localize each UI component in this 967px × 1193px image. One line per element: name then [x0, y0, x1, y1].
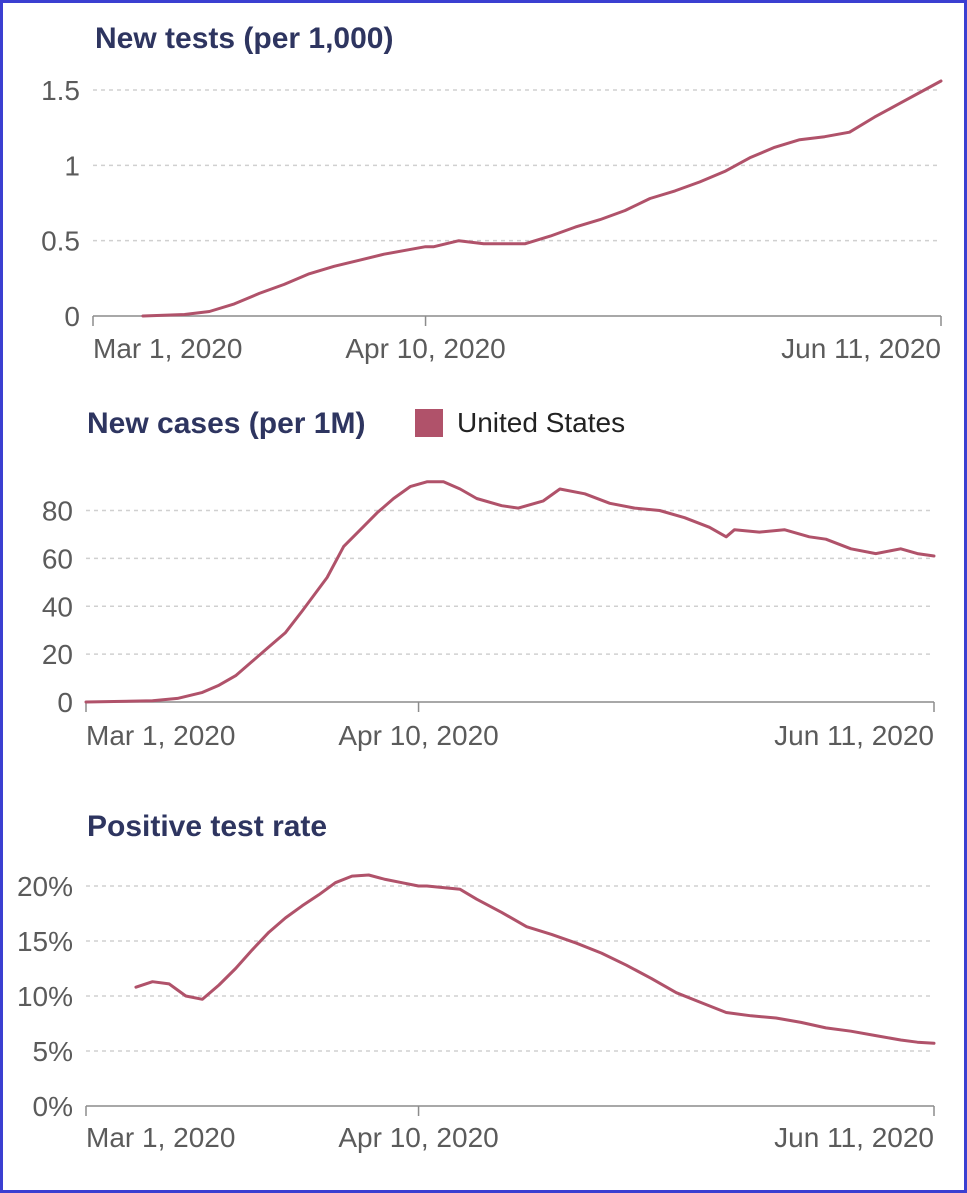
y-tick-label: 1.5 — [41, 75, 80, 106]
y-tick-label: 0 — [64, 301, 80, 332]
y-tick-label: 5% — [33, 1036, 73, 1067]
x-tick-label: Jun 11, 2020 — [781, 333, 941, 364]
new-cases-chart: New cases (per 1M) United States 0 20 40 60… — [42, 407, 936, 751]
y-tick-label: 80 — [42, 496, 73, 527]
x-tick-label: Mar 1, 2020 — [93, 333, 242, 364]
positive-test-rate-chart: Positive test rate 0% 5% 10% 15% 20% Mar 1, 2… — [17, 810, 936, 1153]
positive-test-rate-title: Positive test rate — [87, 810, 327, 843]
x-tick-label: Mar 1, 2020 — [86, 720, 235, 751]
y-tick-label: 15% — [17, 926, 73, 957]
y-tick-label: 20% — [17, 871, 73, 902]
y-tick-label: 0.5 — [41, 226, 80, 257]
legend-swatch-united-states — [415, 409, 443, 437]
x-tick-label: Apr 10, 2020 — [338, 1122, 498, 1153]
x-tick-label: Mar 1, 2020 — [86, 1122, 235, 1153]
series-line — [84, 480, 936, 704]
new-cases-title: New cases (per 1M) — [87, 407, 365, 440]
legend-label-united-states: United States — [457, 407, 625, 438]
y-tick-label: 0 — [57, 687, 73, 718]
x-tick-label: Jun 11, 2020 — [774, 720, 934, 751]
y-tick-label: 20 — [42, 639, 73, 670]
y-tick-label: 0% — [33, 1091, 73, 1122]
y-tick-label: 40 — [42, 591, 73, 622]
new-tests-chart: New tests (per 1,000) 0 0.5 1 1.5 Mar 1, 202… — [41, 22, 943, 364]
x-tick-label: Apr 10, 2020 — [338, 720, 498, 751]
x-tick-label: Apr 10, 2020 — [345, 333, 505, 364]
y-tick-label: 1 — [64, 150, 80, 181]
y-tick-label: 10% — [17, 981, 73, 1012]
series-line — [134, 873, 936, 1045]
x-tick-label: Jun 11, 2020 — [774, 1122, 934, 1153]
y-tick-label: 60 — [42, 543, 73, 574]
new-tests-title: New tests (per 1,000) — [95, 22, 393, 55]
series-line — [141, 79, 943, 318]
